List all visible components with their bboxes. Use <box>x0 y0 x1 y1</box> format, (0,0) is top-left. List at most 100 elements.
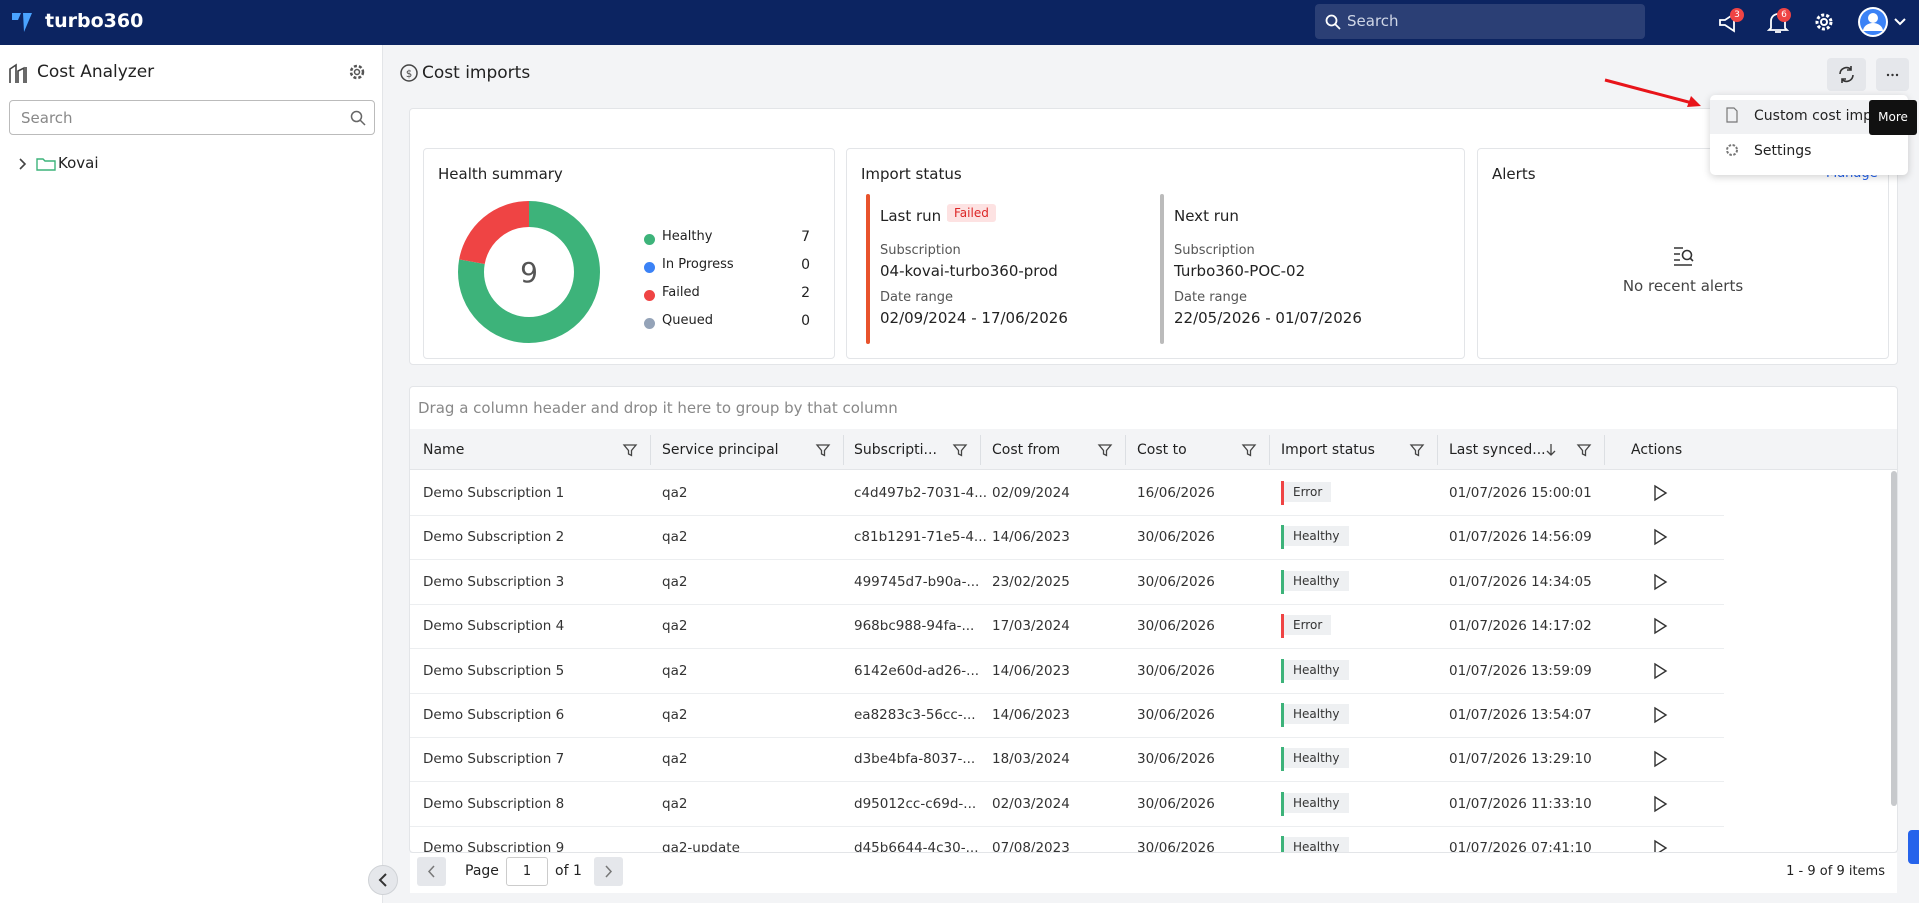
cell: d45b6644-4c30-... <box>854 840 979 853</box>
badge: 6 <box>1777 8 1791 22</box>
next-page[interactable] <box>594 857 623 886</box>
profile[interactable] <box>1855 4 1911 40</box>
status-bar <box>1281 481 1284 505</box>
run-button[interactable] <box>1652 662 1668 684</box>
run-button[interactable] <box>1652 528 1668 550</box>
filter-icon[interactable] <box>1576 442 1592 462</box>
run-button[interactable] <box>1652 484 1668 506</box>
search-placeholder: Search <box>1347 12 1399 30</box>
cell: 968bc988-94fa-... <box>854 618 975 635</box>
run-button[interactable] <box>1652 617 1668 639</box>
cell: qa2 <box>662 573 688 590</box>
cell: 01/07/2026 15:00:01 <box>1449 485 1592 501</box>
cell: 17/03/2024 <box>992 618 1070 635</box>
run-button[interactable] <box>1652 706 1668 728</box>
settings[interactable] <box>1812 10 1836 34</box>
cell: 30/06/2026 <box>1137 662 1215 679</box>
cell: Demo Subscription 6 <box>423 707 565 723</box>
run-button[interactable] <box>1652 795 1668 817</box>
cell: c81b1291-71e5-4... <box>854 529 987 546</box>
page-summary: 1 - 9 of 9 items <box>1786 864 1885 879</box>
side-widget[interactable] <box>1908 830 1919 864</box>
cell: 01/07/2026 13:59:09 <box>1449 662 1592 679</box>
label: Subscription <box>880 243 961 258</box>
row-divider <box>410 515 1724 516</box>
announcements[interactable] <box>1717 10 1743 36</box>
page-input[interactable]: 1 <box>506 857 548 886</box>
import-status-card: Import status Last run : Failed Subscrip… <box>846 148 1465 359</box>
tree-toggle[interactable] <box>17 156 61 172</box>
search-icon <box>350 110 366 126</box>
column-divider <box>1437 435 1438 465</box>
card-title: Import status <box>861 165 962 183</box>
global-search[interactable]: Search <box>1315 4 1645 39</box>
cell: Demo Subscription 7 <box>423 751 565 768</box>
cell: Demo Subscription 1 <box>423 485 565 501</box>
filter-icon[interactable] <box>815 442 831 462</box>
cell: Demo Subscription 5 <box>423 662 565 679</box>
cell: 01/07/2026 07:41:10 <box>1449 840 1592 853</box>
column-header: Name <box>423 442 465 458</box>
label: Next run <box>1174 207 1239 225</box>
cell: 02/03/2024 <box>992 795 1070 812</box>
status-tag: Healthy <box>1284 526 1349 547</box>
menu-item-label[interactable]: Custom cost imports <box>1754 108 1900 124</box>
legend-dot <box>644 262 655 273</box>
tree-node[interactable]: Kovai <box>58 154 99 172</box>
column-header: Cost to <box>1137 442 1187 458</box>
cost-analyzer-icon <box>9 63 27 83</box>
cell: 30/06/2026 <box>1137 840 1215 853</box>
header-row <box>410 429 1897 470</box>
value: 04-kovai-turbo360-prod <box>880 262 1058 280</box>
filter-icon[interactable] <box>1241 442 1257 462</box>
sort-icon <box>1544 442 1558 462</box>
filter-icon[interactable] <box>952 442 968 462</box>
cell: qa2 <box>662 618 688 635</box>
column-divider <box>1269 435 1270 465</box>
collapse-button[interactable] <box>368 865 398 895</box>
row-divider <box>410 737 1724 738</box>
gear-icon <box>1726 144 1738 156</box>
more-menu: Custom cost imports Settings <box>1710 95 1908 175</box>
row-divider <box>410 603 1724 605</box>
run-button[interactable] <box>1652 839 1668 852</box>
filter-icon[interactable] <box>622 442 638 462</box>
grid: Drag a column header and drop it here to… <box>409 386 1898 853</box>
sidebar-settings[interactable] <box>347 62 367 82</box>
row-divider <box>410 559 1724 561</box>
column-divider <box>1604 435 1605 465</box>
empty-icon <box>1674 247 1694 266</box>
donut: 9 <box>458 201 600 343</box>
column-header: Service principal <box>662 442 779 458</box>
cell: qa2 <box>662 529 688 546</box>
cell: qa2 <box>662 795 688 812</box>
refresh-button[interactable] <box>1827 58 1866 91</box>
label: Subscription <box>1174 243 1255 258</box>
column-header: Import status <box>1281 442 1375 458</box>
run-button[interactable] <box>1652 750 1668 772</box>
sidebar-search[interactable]: Search <box>9 100 375 135</box>
empty-text: No recent alerts <box>1622 277 1744 295</box>
menu-item-label[interactable]: Settings <box>1754 143 1812 159</box>
filter-icon[interactable] <box>1097 442 1113 462</box>
cell: 02/09/2024 <box>992 485 1070 501</box>
page-title: Cost imports <box>422 63 531 83</box>
cell: 30/06/2026 <box>1137 618 1215 635</box>
column-header: Cost from <box>992 442 1061 458</box>
row-divider <box>410 692 1724 694</box>
row-divider <box>410 825 1724 827</box>
card-title: Health summary <box>438 165 563 183</box>
run-button[interactable] <box>1652 573 1668 595</box>
cell: 499745d7-b90a-... <box>854 573 980 590</box>
status-tag: Healthy <box>1284 748 1349 769</box>
prev-page[interactable] <box>417 857 446 886</box>
status-tag: Healthy <box>1284 792 1349 813</box>
label: Date range <box>1174 290 1248 305</box>
value: 02/09/2024 - 17/06/2026 <box>880 309 1068 327</box>
file-icon <box>1726 107 1738 123</box>
group-hint: Drag a column header and drop it here to… <box>418 399 898 417</box>
status-bar <box>1281 525 1284 550</box>
column-header: Actions <box>1631 442 1683 458</box>
filter-icon[interactable] <box>1409 442 1425 462</box>
more-button[interactable] <box>1876 58 1909 91</box>
